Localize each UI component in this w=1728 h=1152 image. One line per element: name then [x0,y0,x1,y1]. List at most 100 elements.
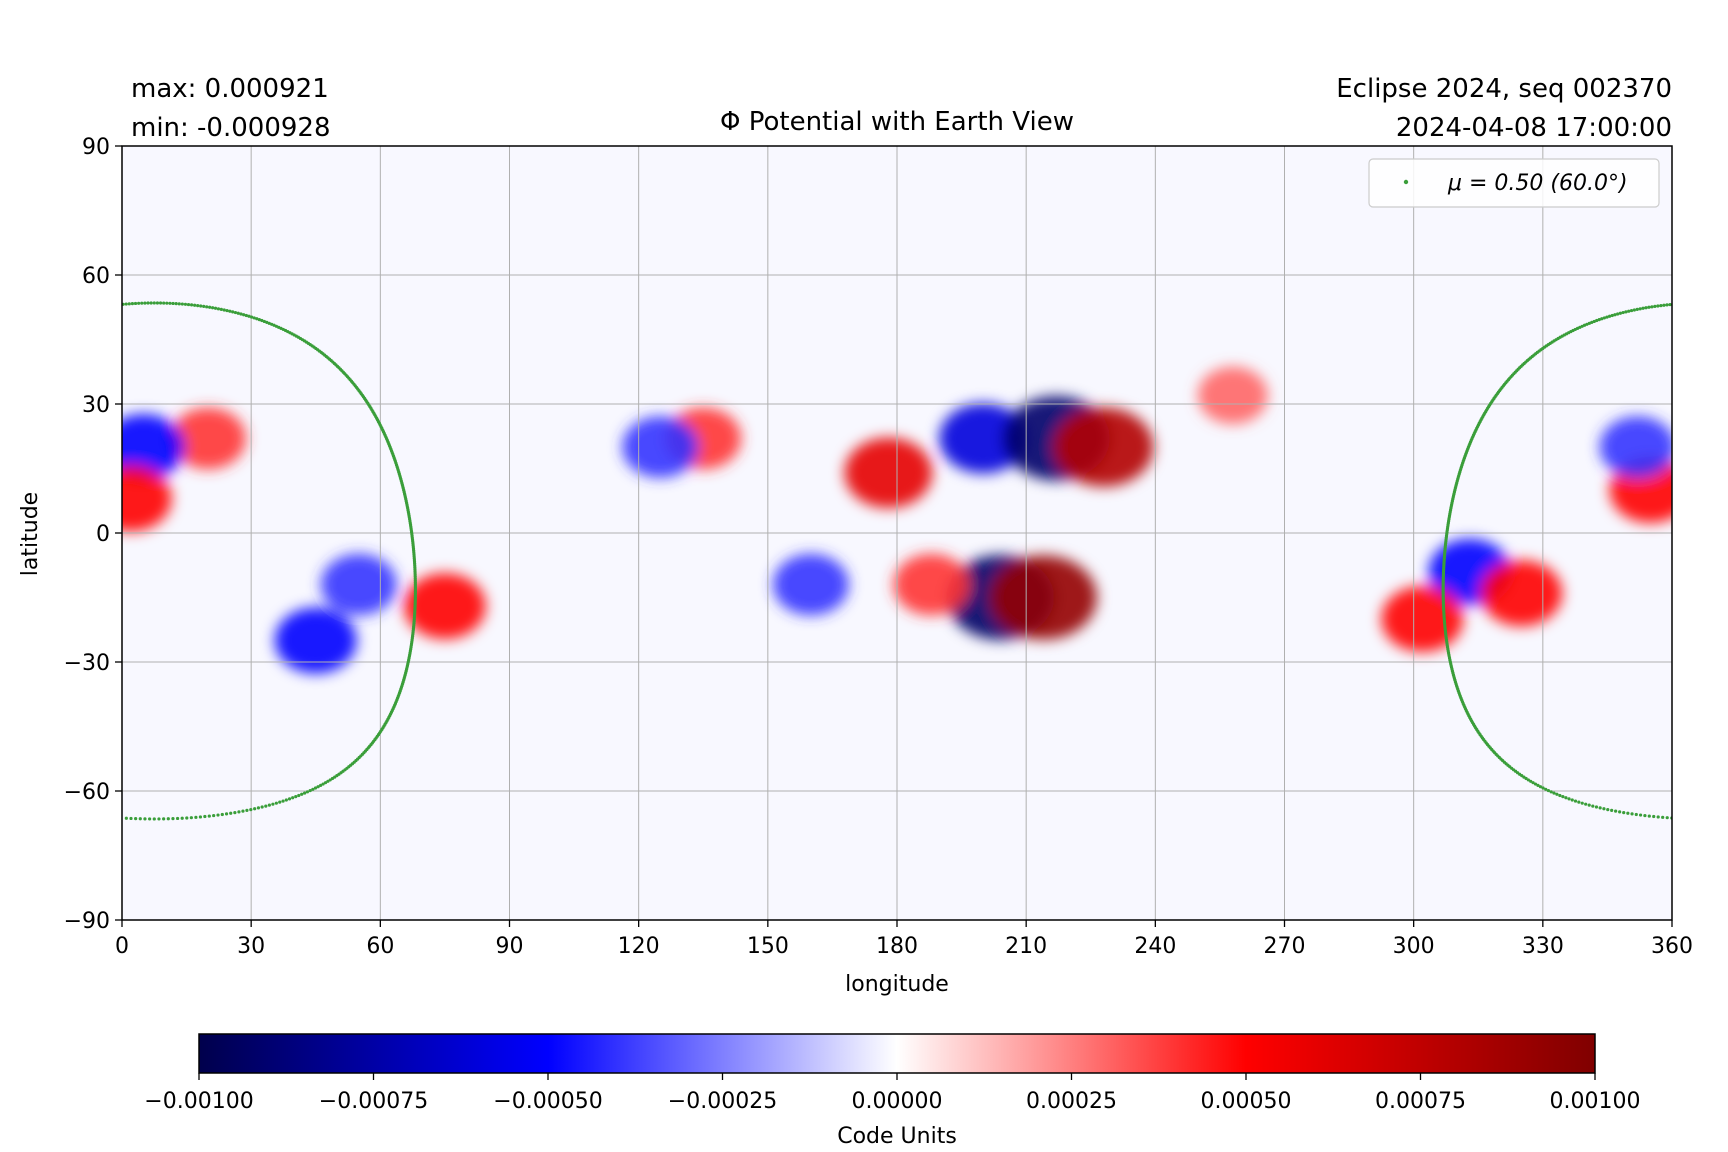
colorbar-tick-label: −0.00025 [668,1089,777,1114]
heat-blob [122,414,185,480]
earth-view-point [1555,792,1559,796]
earth-view-point [271,802,275,806]
legend-box [1368,158,1660,208]
earth-view-point [1605,315,1609,319]
earth-view-point [189,816,193,820]
earth-view-point [1541,786,1545,790]
colorbar-tick-label: −0.00050 [493,1089,602,1114]
earth-view-point [1558,793,1562,798]
earth-view-point [1544,787,1548,791]
earth-view-point [1561,795,1565,799]
earth-view-point [297,793,301,798]
earth-view-point [1665,816,1669,820]
earth-view-point [242,313,246,317]
earth-view-point [152,817,156,821]
earth-view-point [213,306,218,310]
colorbar-tick-label: −0.00075 [319,1089,428,1114]
earth-view-point [158,301,163,305]
earth-view-point [1616,312,1620,316]
earth-view-point [177,302,181,306]
colorbar-tick-label: −0.00100 [144,1089,253,1114]
earth-view-point [137,301,141,305]
x-tick-label: 300 [1393,934,1435,959]
earth-view-point [208,305,212,309]
earth-view-point [1595,318,1599,323]
y-tick-label: −60 [64,780,110,805]
earth-view-point [1613,313,1617,317]
earth-view-point [305,790,310,794]
y-tick-label: −30 [64,651,110,676]
earth-view-point [1630,812,1634,816]
earth-view-point [148,817,152,821]
earth-view-point [1650,305,1654,309]
earth-view-point [157,817,161,821]
earth-view-point [247,314,251,318]
earth-view-point [1661,815,1665,819]
earth-view-point [186,302,191,307]
earth-view-point [1564,796,1568,800]
earth-view-point [1610,313,1614,318]
earth-view-point [203,814,207,819]
earth-view-point [1635,307,1639,311]
heat-blob [1480,560,1563,627]
earth-view-point [274,801,278,805]
earth-view-point [216,813,220,817]
x-tick-label: 240 [1134,934,1176,959]
earth-view-point [265,320,269,324]
y-axis-ticks: 90 60 30 0 −30 −60 −90 [64,135,122,934]
earth-view-point [124,302,128,306]
heat-blob [403,573,486,640]
earth-view-point [193,303,197,307]
earth-view-point [149,301,153,305]
earth-view-point [233,310,238,315]
earth-view-point [291,796,295,800]
earth-view-point [245,808,249,812]
chart-title: Φ Potential with Earth View [720,107,1074,137]
earth-view-point [1622,810,1626,815]
earth-view-point [1577,800,1581,804]
earth-view-point [1624,310,1628,314]
earth-view-point [152,301,156,305]
heat-blob [274,607,357,674]
colorbar-tick-label: 0.00000 [852,1089,943,1114]
earth-view-point [1594,805,1599,809]
earth-view-point [130,302,135,306]
earth-view-point [1618,810,1622,814]
earth-view-point [1652,814,1656,819]
earth-view-point [1587,321,1591,325]
earth-view-point [253,807,257,811]
earth-view-point [260,318,264,323]
earth-view-point [1597,318,1601,322]
earth-view-point [1592,319,1596,324]
earth-view-point [1662,303,1666,307]
earth-view-point [1536,783,1540,787]
grid-lines [122,146,1672,920]
earth-view-point [1607,314,1612,318]
earth-view-point [140,301,144,305]
earth-view-point [196,303,200,308]
heat-blob [772,553,849,616]
earth-view-point [264,804,268,808]
earth-view-point [233,810,237,815]
earth-view-point [1634,812,1638,817]
earth-view-point [222,308,226,312]
earth-view-point [143,301,147,305]
earth-view-point [267,321,271,325]
earth-view-point [323,781,328,785]
earth-view-point [143,817,147,821]
heat-blob [1599,416,1672,478]
earth-view-point [180,302,184,306]
earth-view-point [162,817,166,821]
heat-blob [122,465,172,532]
earth-view-point [1656,304,1660,308]
heat-blob [1381,586,1464,652]
earth-view-point [319,783,323,787]
earth-view-point [174,302,178,306]
min-value-label: min: -0.000928 [131,113,331,143]
x-tick-label: 270 [1264,934,1306,959]
earth-view-point [255,317,259,321]
heat-blob [1053,407,1154,487]
earth-view-point [219,307,223,311]
earth-view-point [229,811,233,815]
